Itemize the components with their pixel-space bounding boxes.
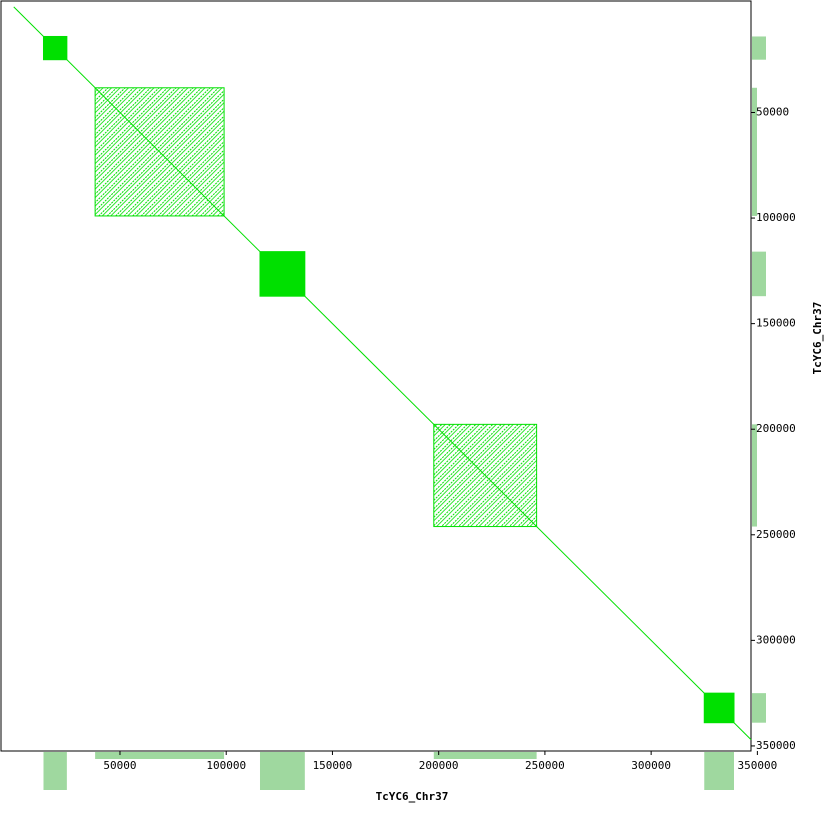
y-tick-label: 150000 bbox=[756, 317, 796, 330]
diagonal bbox=[13, 6, 752, 740]
x-coverage bbox=[704, 752, 735, 790]
x-tick-label: 200000 bbox=[419, 759, 459, 772]
x-axis-title: TcYC6_Chr37 bbox=[376, 790, 449, 803]
x-tick-label: 250000 bbox=[525, 759, 565, 772]
x-tick-label: 150000 bbox=[313, 759, 353, 772]
y-tick-label: 350000 bbox=[756, 739, 796, 752]
y-axis-title: TcYC6_Chr37 bbox=[811, 302, 824, 375]
x-coverage bbox=[433, 752, 537, 759]
x-coverage bbox=[259, 752, 305, 790]
y-tick-label: 50000 bbox=[756, 105, 789, 118]
x-coverage bbox=[43, 752, 67, 790]
x-coverage bbox=[95, 752, 225, 759]
x-tick-label: 50000 bbox=[103, 759, 136, 772]
y-coverage bbox=[752, 36, 766, 60]
y-coverage bbox=[752, 251, 766, 297]
y-coverage bbox=[752, 424, 757, 527]
y-tick-label: 100000 bbox=[756, 211, 796, 224]
y-coverage bbox=[752, 693, 766, 723]
y-tick-label: 300000 bbox=[756, 633, 796, 646]
x-tick-label: 350000 bbox=[737, 759, 777, 772]
y-tick-label: 250000 bbox=[756, 528, 796, 541]
y-coverage bbox=[752, 87, 757, 216]
x-tick-label: 100000 bbox=[206, 759, 246, 772]
y-tick-label: 200000 bbox=[756, 422, 796, 435]
x-tick-label: 300000 bbox=[631, 759, 671, 772]
